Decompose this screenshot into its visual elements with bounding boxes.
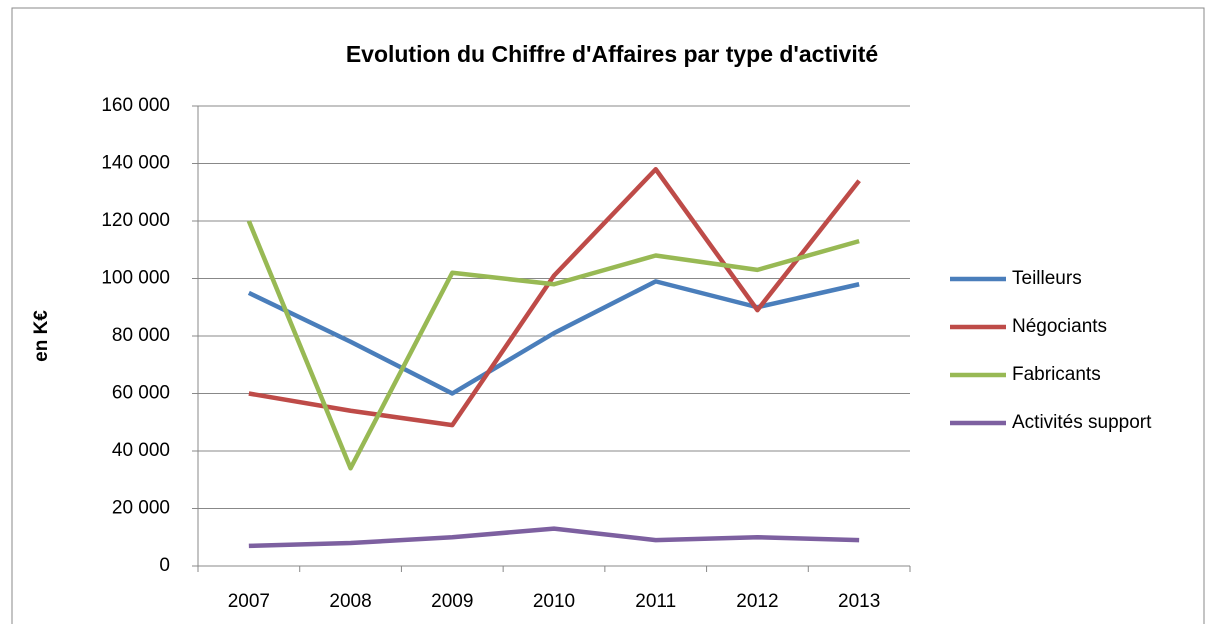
y-tick-label: 160 000 — [101, 95, 170, 116]
x-tick-label: 2009 — [431, 591, 473, 612]
y-axis-label: en K€ — [31, 310, 52, 362]
y-tick-label: 100 000 — [101, 268, 170, 289]
y-tick-label: 140 000 — [101, 153, 170, 174]
legend-label: Activités support — [1012, 412, 1152, 433]
y-tick-label: 120 000 — [101, 210, 170, 231]
series-line — [246, 220, 860, 471]
series-line — [248, 526, 860, 549]
x-tick-label: 2008 — [329, 591, 371, 612]
x-tick-label: 2012 — [736, 591, 778, 612]
y-tick-label: 60 000 — [112, 383, 170, 404]
x-tick-label: 2010 — [533, 591, 575, 612]
y-tick-label: 0 — [159, 555, 170, 576]
series-line — [248, 167, 861, 428]
x-tick-label: 2007 — [228, 591, 270, 612]
chart-title: Evolution du Chiffre d'Affaires par type… — [346, 41, 878, 67]
y-tick-label: 20 000 — [112, 498, 170, 519]
legend-label: Négociants — [1012, 316, 1107, 337]
x-tick-label: 2013 — [838, 591, 880, 612]
x-tick-label: 2011 — [635, 591, 676, 612]
legend-label: Teilleurs — [1012, 268, 1082, 289]
y-tick-label: 40 000 — [112, 440, 170, 461]
y-tick-label: 80 000 — [112, 325, 170, 346]
legend-label: Fabricants — [1012, 364, 1101, 385]
chart-frame — [11, 7, 1205, 624]
